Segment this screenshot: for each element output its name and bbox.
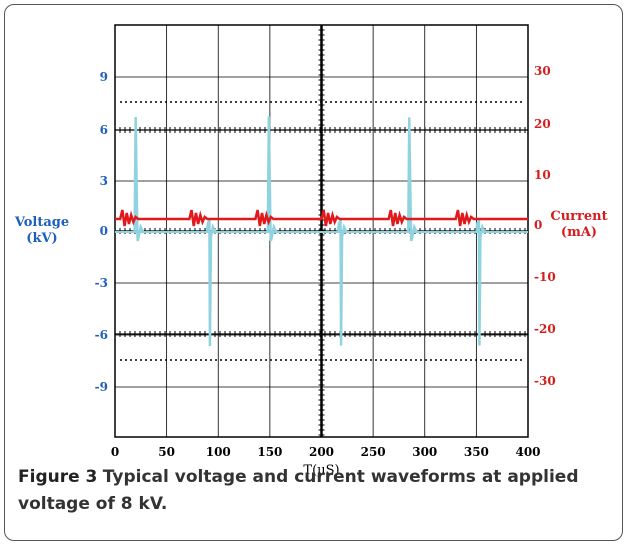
- y-right-tick-label: 0: [534, 218, 542, 232]
- figure-caption: Figure 3 Typical voltage and current wav…: [18, 464, 608, 518]
- y-left-tick-label: -6: [95, 328, 108, 342]
- x-tick-label: 0: [111, 445, 119, 459]
- y-right-axis-label: (mA): [561, 225, 597, 240]
- x-tick-label: 100: [206, 445, 231, 459]
- y-right-tick-label: -30: [534, 374, 556, 388]
- y-left-tick-label: 0: [100, 224, 108, 238]
- x-tick-label: 50: [158, 445, 175, 459]
- x-tick-label: 300: [412, 445, 437, 459]
- voltage-spike: [205, 217, 218, 347]
- current-trace: [115, 209, 528, 227]
- y-right-axis-label: Current: [550, 209, 607, 224]
- x-tick-label: 250: [361, 445, 386, 459]
- y-right-tick-label: 10: [534, 168, 551, 182]
- y-left-tick-label: -9: [95, 380, 108, 394]
- y-left-tick-label: 6: [100, 123, 108, 137]
- voltage-spike: [336, 217, 349, 346]
- y-left-tick-label: 9: [100, 70, 108, 84]
- y-left-tick-label: 3: [100, 174, 108, 188]
- y-right-tick-label: -10: [534, 270, 556, 284]
- caption-text: Typical voltage and current waveforms at…: [18, 467, 579, 514]
- voltage-spike: [133, 116, 145, 242]
- x-tick-label: 400: [515, 445, 540, 459]
- x-tick-label: 150: [257, 445, 282, 459]
- y-left-tick-label: -3: [95, 276, 108, 290]
- y-left-axis-label: (kV): [26, 231, 57, 246]
- x-axis-label: T(µS): [303, 463, 339, 478]
- y-left-axis-label: Voltage: [14, 215, 69, 230]
- x-tick-label: 350: [464, 445, 489, 459]
- caption-label: Figure 3: [18, 467, 98, 487]
- y-right-tick-label: -20: [534, 322, 556, 336]
- voltage-spike: [407, 117, 419, 242]
- voltage-spike: [475, 217, 487, 346]
- x-tick-label: 200: [309, 445, 334, 459]
- y-right-tick-label: 20: [534, 117, 551, 131]
- y-right-tick-label: 30: [534, 64, 551, 78]
- voltage-spike: [266, 116, 278, 242]
